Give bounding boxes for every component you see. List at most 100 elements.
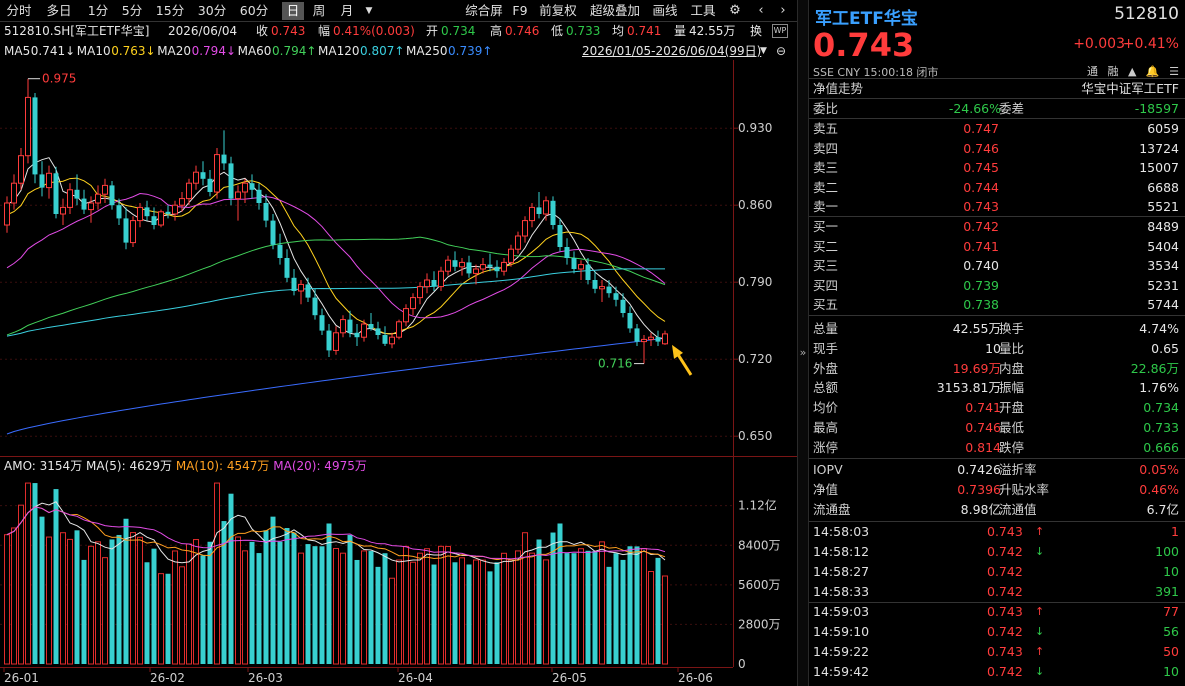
- chevron-right-icon[interactable]: ›: [780, 3, 786, 18]
- tool-f9[interactable]: F9: [512, 3, 528, 18]
- bid-volume: 5404: [1147, 238, 1179, 254]
- collapse-icon[interactable]: ⊖: [776, 44, 787, 58]
- period-tab-intraday[interactable]: 分时: [6, 3, 32, 18]
- period-toolbar: 分时 多日 1分 5分 15分 30分 60分 日 周 月 ▼ 综合屏 F9 前…: [0, 0, 797, 22]
- period-tab-day[interactable]: 日: [282, 2, 304, 20]
- chevron-left-icon[interactable]: ‹: [758, 3, 764, 18]
- candle-body: [480, 264, 486, 270]
- panel-splitter[interactable]: »: [797, 0, 809, 686]
- stats-row: 总量 42.55万 换手 4.74%: [809, 319, 1185, 339]
- candle-body: [242, 182, 248, 193]
- divider: [809, 216, 1185, 217]
- nav-link[interactable]: 净值走势: [813, 81, 864, 96]
- x-tick-label: 26-02: [150, 671, 185, 685]
- amount-bar: [81, 559, 87, 664]
- expand-icon[interactable]: »: [799, 346, 807, 359]
- period-tab-week[interactable]: 周: [312, 3, 326, 18]
- tong-badge[interactable]: 通: [1086, 65, 1098, 78]
- tick-price: 0.742: [987, 624, 1023, 639]
- period-tab-60min[interactable]: 60分: [239, 3, 269, 18]
- ask-volume: 13724: [1139, 140, 1179, 156]
- pointer-arrowhead: [672, 344, 683, 359]
- candle-body: [291, 277, 297, 291]
- candle-body: [655, 337, 661, 342]
- stat-label: 总量: [813, 321, 839, 336]
- candle-body: [74, 189, 80, 199]
- tool-tools[interactable]: 工具: [690, 3, 716, 18]
- range-chevron-icon[interactable]: ▼: [760, 46, 767, 56]
- gear-icon[interactable]: ⚙: [729, 3, 741, 18]
- triangle-icon[interactable]: ▲: [1127, 65, 1137, 78]
- tool-super-overlay[interactable]: 超级叠加: [589, 3, 640, 18]
- amount-bar: [487, 571, 493, 664]
- candle-body: [473, 268, 479, 274]
- iopv-row: IOPV 0.7426 溢折率 0.05%: [809, 460, 1185, 480]
- menu-icon[interactable]: ☰: [1169, 65, 1179, 78]
- ma-label-5: MA250: [406, 44, 448, 58]
- period-tab-multiday[interactable]: 多日: [46, 3, 72, 18]
- fund-name: 军工ETF华宝: [815, 9, 918, 29]
- amount-bar: [592, 550, 598, 664]
- candle-body: [382, 335, 388, 344]
- kline-chart[interactable]: 0.930 0.860 0.790 0.720 0.650 0.975 0.716: [0, 60, 797, 456]
- diff-value: -18597: [1134, 101, 1179, 116]
- candle-body: [452, 260, 458, 267]
- tool-draw-line[interactable]: 画线: [652, 3, 678, 18]
- bid-label: 买四: [813, 277, 839, 293]
- amount-bar: [298, 552, 304, 665]
- amount-chart[interactable]: 1.12亿 8400万 5600万 2800万 0 26-01 26-02 26-03 26-0…: [0, 456, 797, 686]
- tick-volume: 50: [1163, 644, 1179, 659]
- ma-label-2: MA20: [157, 44, 192, 58]
- tick-volume: 100: [1155, 544, 1179, 559]
- stat-value: 0.746: [965, 420, 1001, 435]
- tool-composite-screen[interactable]: 综合屏: [465, 3, 503, 18]
- period-tab-15min[interactable]: 15分: [155, 3, 185, 18]
- tool-fwd-adjust[interactable]: 前复权: [539, 3, 577, 18]
- candle-body: [305, 284, 311, 298]
- amount-bar: [599, 541, 605, 665]
- period-tab-1min[interactable]: 1分: [87, 3, 109, 18]
- diff-label: 委差: [999, 101, 1025, 116]
- tick-time: 14:59:42: [813, 664, 870, 679]
- candle-body: [270, 220, 276, 245]
- tick-price: 0.743: [987, 604, 1023, 619]
- candle-body: [39, 174, 45, 188]
- x-tick-label: 26-01: [4, 671, 39, 685]
- bid-row: 买二 0.741 5404: [809, 237, 1185, 257]
- amount-bar: [452, 562, 458, 664]
- quote-icons: 通 融 ▲ 🔔 ☰: [1081, 63, 1179, 79]
- amount-bar: [39, 516, 45, 664]
- bid-volume: 5231: [1147, 277, 1179, 293]
- candle-body: [81, 198, 87, 210]
- fund-code: 512810: [1114, 4, 1179, 24]
- wp-icon[interactable]: WP: [772, 24, 788, 38]
- period-tab-5min[interactable]: 5分: [121, 3, 143, 18]
- candle-body: [312, 297, 318, 316]
- amount-bar: [109, 539, 115, 664]
- iopv-row: 流通盘 8.98亿 流通值 6.7亿: [809, 500, 1185, 520]
- high-label: 0.975: [42, 72, 76, 86]
- period-tab-30min[interactable]: 30分: [197, 3, 227, 18]
- period-tab-month[interactable]: 月: [340, 3, 354, 18]
- candle-body: [298, 283, 304, 292]
- ask-label: 卖四: [813, 140, 839, 156]
- up-arrow-icon: ↑: [1035, 525, 1045, 538]
- bell-icon[interactable]: 🔔: [1145, 65, 1160, 78]
- chart-area[interactable]: 分时 多日 1分 5分 15分 30分 60分 日 周 月 ▼ 综合屏 F9 前…: [0, 0, 797, 686]
- ask-volume: 15007: [1139, 160, 1179, 175]
- chevron-down-icon[interactable]: ▼: [365, 6, 373, 16]
- tick-time: 14:58:33: [813, 584, 870, 599]
- amount-bar: [340, 552, 346, 665]
- avg-label: 均: [612, 24, 625, 38]
- divider: [809, 521, 1185, 522]
- ask-label: 卖五: [813, 121, 839, 136]
- candle-body: [172, 204, 178, 215]
- candle-body: [543, 200, 549, 215]
- rong-badge[interactable]: 融: [1107, 65, 1119, 78]
- candle-body: [592, 280, 598, 289]
- ask-row: 卖三 0.745 15007: [809, 158, 1185, 178]
- open-value: 0.734: [441, 24, 476, 38]
- stats-row: 总额 3153.81万 振幅 1.76%: [809, 378, 1185, 398]
- stat-label: 量比: [999, 340, 1025, 356]
- amount-bar: [256, 553, 262, 664]
